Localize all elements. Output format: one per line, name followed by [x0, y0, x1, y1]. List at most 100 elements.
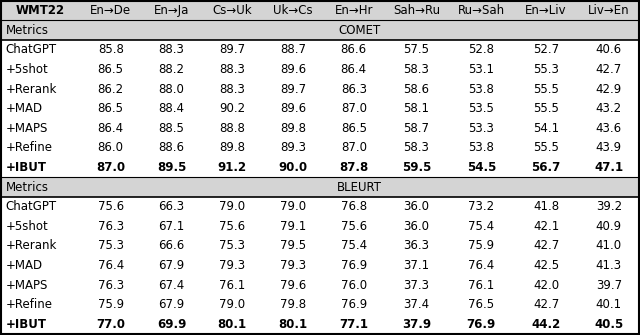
- Text: +Rerank: +Rerank: [6, 240, 57, 253]
- Bar: [1, 197, 639, 216]
- Bar: [1, 20, 639, 40]
- Text: 86.4: 86.4: [340, 63, 367, 76]
- Text: 39.2: 39.2: [596, 200, 622, 213]
- Text: 76.4: 76.4: [468, 259, 495, 272]
- Text: 43.2: 43.2: [596, 102, 622, 115]
- Text: 73.2: 73.2: [468, 200, 495, 213]
- Text: 88.0: 88.0: [159, 82, 184, 95]
- Text: 87.0: 87.0: [96, 161, 125, 174]
- Text: 55.5: 55.5: [533, 82, 559, 95]
- Text: 53.1: 53.1: [468, 63, 494, 76]
- Text: 76.4: 76.4: [98, 259, 124, 272]
- Text: 76.8: 76.8: [340, 200, 367, 213]
- Text: Uk→Cs: Uk→Cs: [273, 4, 313, 17]
- Bar: [1, 138, 639, 158]
- Text: 90.2: 90.2: [219, 102, 245, 115]
- Text: 67.9: 67.9: [158, 259, 184, 272]
- Bar: [1, 79, 639, 99]
- Text: 88.3: 88.3: [220, 82, 245, 95]
- Text: 87.0: 87.0: [340, 141, 367, 154]
- Bar: [1, 295, 639, 315]
- Text: 86.2: 86.2: [98, 82, 124, 95]
- Text: 58.6: 58.6: [404, 82, 429, 95]
- Text: 52.8: 52.8: [468, 43, 494, 56]
- Text: 55.3: 55.3: [533, 63, 559, 76]
- Text: 86.5: 86.5: [98, 102, 124, 115]
- Text: 40.9: 40.9: [596, 220, 622, 233]
- Text: 42.1: 42.1: [533, 220, 559, 233]
- Text: 37.4: 37.4: [403, 298, 429, 311]
- Text: BLEURT: BLEURT: [337, 181, 382, 194]
- Text: 75.6: 75.6: [340, 220, 367, 233]
- Text: 54.1: 54.1: [533, 122, 559, 135]
- Text: ChatGPT: ChatGPT: [6, 200, 57, 213]
- Text: 88.8: 88.8: [220, 122, 245, 135]
- Text: En→Hr: En→Hr: [335, 4, 373, 17]
- Text: 58.3: 58.3: [404, 63, 429, 76]
- Text: 77.0: 77.0: [96, 318, 125, 331]
- Text: 43.6: 43.6: [596, 122, 622, 135]
- Text: 53.3: 53.3: [468, 122, 494, 135]
- Text: 89.5: 89.5: [157, 161, 186, 174]
- Text: WMT22: WMT22: [16, 4, 65, 17]
- Text: 86.0: 86.0: [98, 141, 124, 154]
- Text: 80.1: 80.1: [218, 318, 247, 331]
- Text: Metrics: Metrics: [6, 181, 49, 194]
- Text: 89.7: 89.7: [280, 82, 306, 95]
- Text: 40.1: 40.1: [596, 298, 622, 311]
- Text: 40.5: 40.5: [595, 318, 623, 331]
- Text: 88.4: 88.4: [159, 102, 184, 115]
- Text: +Rerank: +Rerank: [6, 82, 57, 95]
- Text: 88.6: 88.6: [159, 141, 184, 154]
- Text: 43.9: 43.9: [596, 141, 622, 154]
- Text: 41.8: 41.8: [533, 200, 559, 213]
- Text: En→De: En→De: [90, 4, 131, 17]
- Text: 42.7: 42.7: [596, 63, 622, 76]
- Text: 79.0: 79.0: [280, 200, 306, 213]
- Text: 75.9: 75.9: [98, 298, 124, 311]
- Text: 79.0: 79.0: [219, 200, 245, 213]
- Text: Metrics: Metrics: [6, 24, 49, 37]
- Text: 79.3: 79.3: [280, 259, 306, 272]
- Text: 90.0: 90.0: [278, 161, 308, 174]
- Text: +MAD: +MAD: [6, 102, 43, 115]
- Text: 76.3: 76.3: [98, 220, 124, 233]
- Text: 41.3: 41.3: [596, 259, 622, 272]
- Text: 42.7: 42.7: [533, 240, 559, 253]
- Text: 79.0: 79.0: [219, 298, 245, 311]
- Text: 79.6: 79.6: [280, 279, 306, 292]
- Text: 88.2: 88.2: [159, 63, 184, 76]
- Bar: [1, 60, 639, 79]
- Text: 55.5: 55.5: [533, 102, 559, 115]
- Text: 75.3: 75.3: [220, 240, 245, 253]
- Text: 53.5: 53.5: [468, 102, 494, 115]
- Text: +MAPS: +MAPS: [6, 122, 48, 135]
- Text: 77.1: 77.1: [339, 318, 368, 331]
- Text: En→Ja: En→Ja: [154, 4, 189, 17]
- Text: +Refine: +Refine: [6, 298, 53, 311]
- Text: Cs→Uk: Cs→Uk: [212, 4, 252, 17]
- Bar: [1, 256, 639, 275]
- Text: 58.3: 58.3: [404, 141, 429, 154]
- Text: +5shot: +5shot: [6, 63, 49, 76]
- Text: 58.1: 58.1: [404, 102, 429, 115]
- Text: 37.1: 37.1: [403, 259, 429, 272]
- Text: 41.0: 41.0: [596, 240, 622, 253]
- Text: 85.8: 85.8: [98, 43, 124, 56]
- Bar: [1, 216, 639, 236]
- Text: 89.7: 89.7: [219, 43, 245, 56]
- Text: 76.5: 76.5: [468, 298, 495, 311]
- Text: 87.0: 87.0: [340, 102, 367, 115]
- Text: 36.0: 36.0: [404, 200, 429, 213]
- Bar: [1, 119, 639, 138]
- Text: +IBUT: +IBUT: [6, 318, 47, 331]
- Text: 75.4: 75.4: [468, 220, 495, 233]
- Text: 36.3: 36.3: [404, 240, 429, 253]
- Text: 88.7: 88.7: [280, 43, 306, 56]
- Text: 56.7: 56.7: [532, 161, 561, 174]
- Text: Liv→En: Liv→En: [588, 4, 630, 17]
- Text: 79.1: 79.1: [280, 220, 306, 233]
- Text: 89.8: 89.8: [280, 122, 306, 135]
- Text: 88.3: 88.3: [220, 63, 245, 76]
- Text: +MAPS: +MAPS: [6, 279, 48, 292]
